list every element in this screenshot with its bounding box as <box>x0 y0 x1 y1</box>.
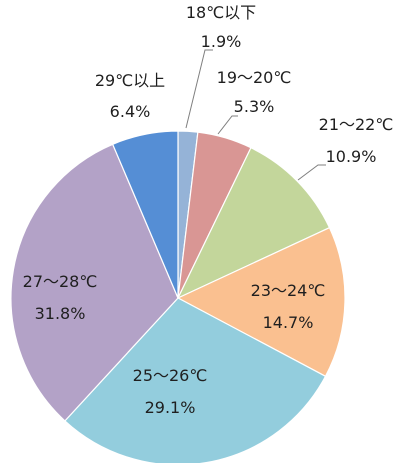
slice-percentage-label: 29.1% <box>145 398 196 417</box>
leader-line-2 <box>217 115 238 135</box>
slice-percentage-label: 5.3% <box>234 97 275 116</box>
slice-category-label: 27～28℃ <box>23 272 98 291</box>
slice-category-label: 21～22℃ <box>319 115 394 134</box>
pie-labels: 18℃以下 1.9% 19～20℃ 5.3% 21～22℃ 10.9% 23～24℃ 14.7… <box>23 3 394 417</box>
slice-category-label: 25～26℃ <box>133 366 208 385</box>
leader-line-3 <box>297 164 326 181</box>
slice-category-label: 23～24℃ <box>251 281 326 300</box>
slice-category-label: 18℃以下 <box>186 3 256 22</box>
pie-slice-7 <box>112 130 179 299</box>
pie-slice-3 <box>177 147 331 299</box>
pie-slice-6 <box>10 143 179 422</box>
slice-percentage-label: 14.7% <box>263 313 314 332</box>
pie-slices <box>10 130 346 463</box>
pie-slice-4 <box>177 227 346 377</box>
slice-percentage-label: 6.4% <box>110 102 151 121</box>
slice-percentage-label: 1.9% <box>201 32 242 51</box>
slice-percentage-label: 10.9% <box>326 147 377 166</box>
leader-line-1 <box>185 49 213 129</box>
slice-category-label: 19～20℃ <box>217 68 292 87</box>
slice-category-label: 29℃以上 <box>95 71 165 90</box>
slice-percentage-label: 31.8% <box>35 304 86 323</box>
